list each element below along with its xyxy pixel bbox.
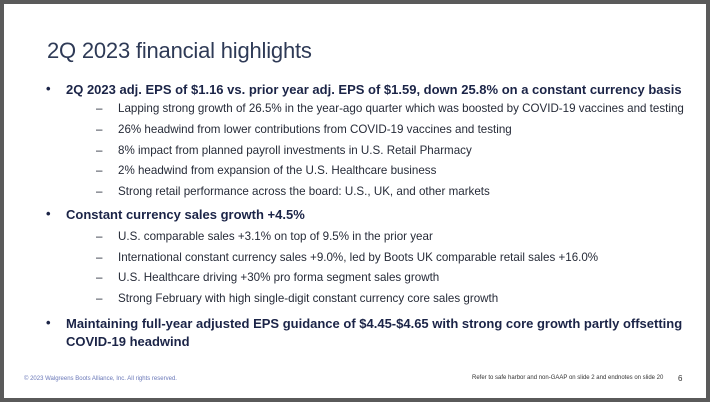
bullet-icon: • [46,206,51,221]
dash-icon: – [96,123,103,136]
copyright: © 2023 Walgreens Boots Alliance, Inc. Al… [24,376,177,382]
slide-title: 2Q 2023 financial highlights [47,38,312,63]
sub-bullet-text: Lapping strong growth of 26.5% in the ye… [118,102,684,115]
dash-icon: – [96,292,103,305]
dash-icon: – [96,230,103,243]
sub-bullet-text: Strong February with high single-digit c… [118,292,499,305]
dash-icon: – [96,144,103,157]
bullet-icon: • [46,315,51,330]
bullet-text: Maintaining full-year adjusted EPS guida… [66,316,683,331]
bullet-text: Constant currency sales growth +4.5% [66,207,305,222]
dash-icon: – [96,102,103,115]
footer-note: Refer to safe harbor and non-GAAP on sli… [472,375,664,381]
sub-bullet-text: 26% headwind from lower contributions fr… [118,123,512,136]
sub-bullet-text: Strong retail performance across the boa… [118,185,490,198]
dash-icon: – [96,271,103,284]
bullet-text-continued: COVID-19 headwind [66,334,190,349]
slide: 2Q 2023 financial highlights • 2Q 2023 a… [4,4,706,398]
sub-bullet-text: U.S. Healthcare driving +30% pro forma s… [118,271,440,284]
sub-bullet-text: U.S. comparable sales +3.1% on top of 9.… [118,230,433,243]
dash-icon: – [96,251,103,264]
sub-bullet-text: 2% headwind from expansion of the U.S. H… [118,164,437,177]
bullet-icon: • [46,81,51,96]
dash-icon: – [96,185,103,198]
sub-bullet-text: International constant currency sales +9… [118,251,599,264]
bullet-text: 2Q 2023 adj. EPS of $1.16 vs. prior year… [66,82,682,97]
page-number: 6 [678,374,683,383]
dash-icon: – [96,164,103,177]
sub-bullet-text: 8% impact from planned payroll investmen… [118,144,472,157]
